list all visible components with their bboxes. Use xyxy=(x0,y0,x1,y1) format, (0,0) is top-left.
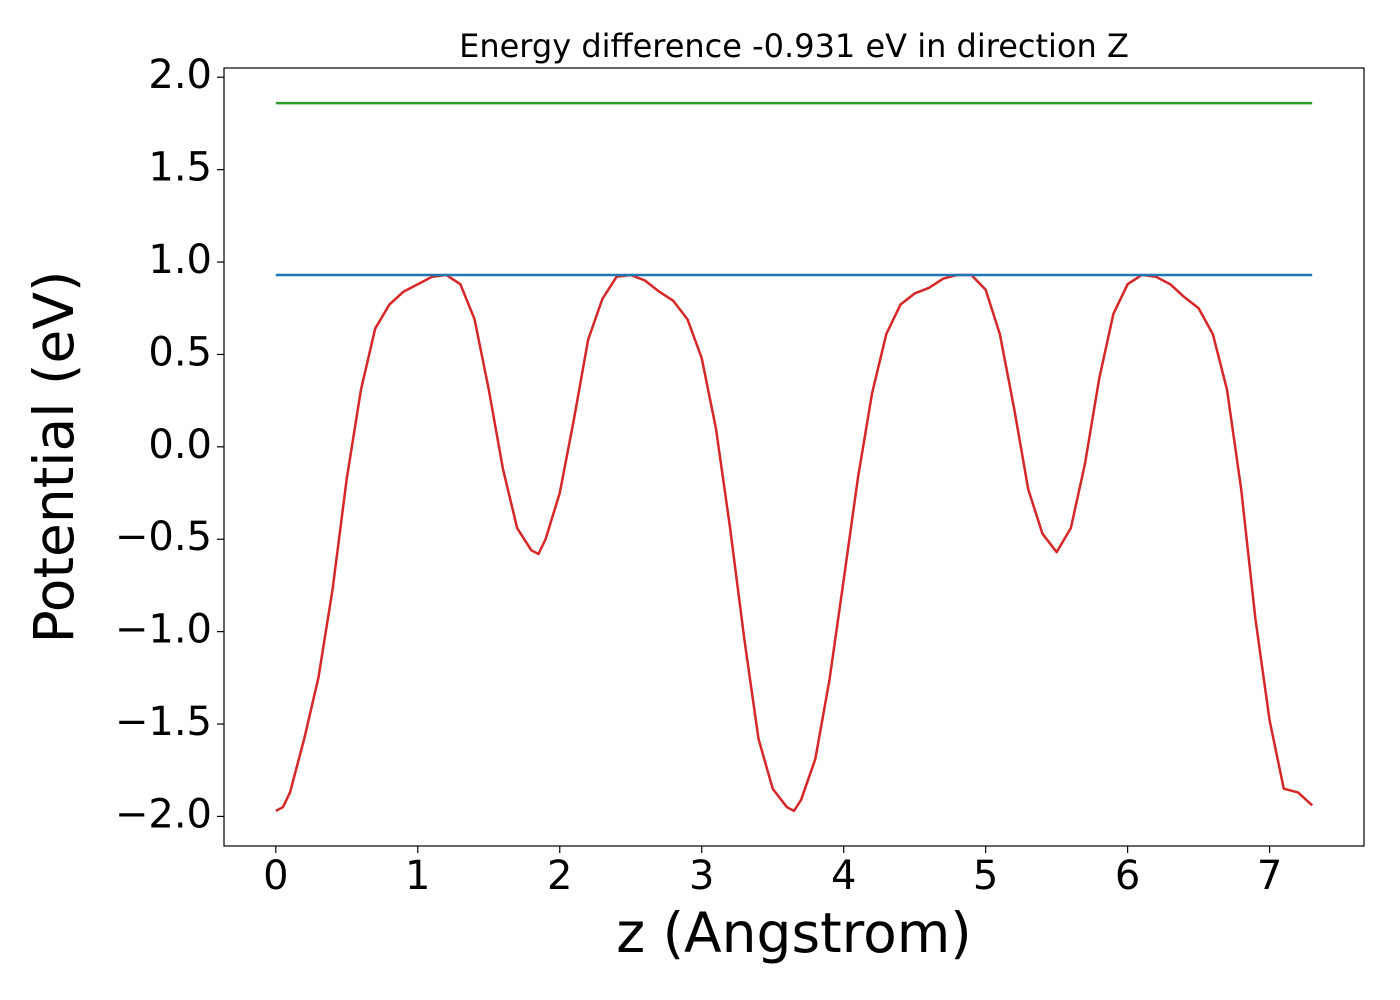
y-tick-label: 2.0 xyxy=(148,52,212,98)
x-tick-label: 3 xyxy=(689,853,714,899)
y-tick-label: −1.0 xyxy=(115,607,212,653)
y-tick-label: −0.5 xyxy=(115,514,212,560)
x-tick-label: 5 xyxy=(973,853,998,899)
x-tick-label: 0 xyxy=(263,853,288,899)
y-tick-label: 0.0 xyxy=(148,422,212,468)
x-tick-label: 1 xyxy=(405,853,430,899)
x-tick-label: 6 xyxy=(1115,853,1140,899)
y-tick-label: 1.0 xyxy=(148,237,212,283)
plot-frame xyxy=(223,67,1365,847)
x-tick-label: 4 xyxy=(831,853,856,899)
y-tick-label: −2.0 xyxy=(115,791,212,837)
y-tick-label: −1.5 xyxy=(115,699,212,745)
chart-title: Energy difference -0.931 eV in direction… xyxy=(459,27,1129,65)
y-axis-label: Potential (eV) xyxy=(22,271,86,644)
y-tick-label: 1.5 xyxy=(148,145,212,191)
x-axis-label: z (Angstrom) xyxy=(616,901,972,965)
y-tick-label: 0.5 xyxy=(148,329,212,375)
x-tick-label: 7 xyxy=(1257,853,1282,899)
x-tick-label: 2 xyxy=(547,853,572,899)
